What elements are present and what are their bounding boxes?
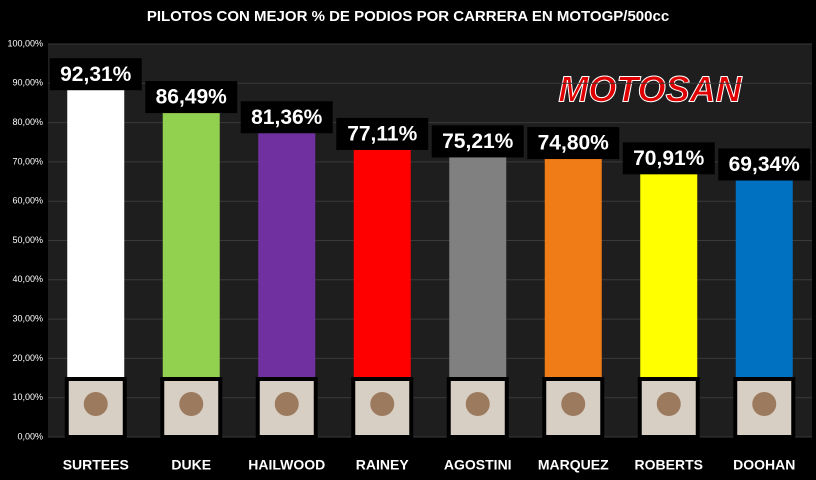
portrait-face: [561, 392, 586, 416]
y-tick-label: 50,00%: [12, 235, 43, 245]
x-tick-label: DOOHAN: [733, 457, 795, 473]
value-label-box: [431, 125, 524, 158]
y-tick-label: 100,00%: [7, 38, 43, 48]
value-label-box: [49, 58, 142, 91]
value-label-box: [718, 148, 811, 181]
y-tick-label: 30,00%: [12, 313, 43, 323]
value-label: 81,36%: [251, 106, 323, 129]
value-label-box: [240, 101, 333, 134]
y-tick-label: 70,00%: [12, 156, 43, 166]
portrait-face: [465, 392, 490, 416]
value-label: 92,31%: [60, 63, 132, 86]
chart-title: PILOTOS CON MEJOR % DE PODIOS POR CARRER…: [147, 8, 669, 25]
value-label: 69,34%: [729, 153, 801, 176]
y-tick-label: 90,00%: [12, 78, 43, 88]
portrait: [160, 377, 223, 439]
value-label-box: [336, 117, 429, 150]
bar: [67, 74, 125, 437]
portrait-face: [179, 392, 204, 416]
y-tick-label: 10,00%: [12, 392, 43, 402]
y-tick-label: 40,00%: [12, 274, 43, 284]
value-label-box: [622, 142, 715, 175]
portrait-face: [656, 392, 681, 416]
value-label: 77,11%: [347, 123, 417, 146]
x-tick-label: MARQUEZ: [538, 457, 609, 473]
x-tick-label: HAILWOOD: [248, 457, 325, 473]
y-tick-label: 0,00%: [17, 431, 43, 441]
y-tick-label: 20,00%: [12, 353, 43, 363]
value-label-box: [527, 127, 620, 160]
x-tick-label: SURTEES: [63, 457, 129, 473]
x-tick-label: DUKE: [171, 457, 211, 473]
x-tick-label: AGOSTINI: [444, 457, 512, 473]
portrait-face: [370, 392, 395, 416]
x-tick-label: RAINEY: [356, 457, 410, 473]
portrait-face: [274, 392, 299, 416]
value-label-box: [145, 81, 238, 114]
value-label: 74,80%: [538, 132, 610, 155]
value-label: 86,49%: [156, 86, 228, 109]
x-tick-label: ROBERTS: [635, 457, 703, 473]
y-tick-label: 60,00%: [12, 196, 43, 206]
portrait: [733, 377, 796, 439]
value-label: 75,21%: [442, 130, 514, 153]
y-tick-label: 80,00%: [12, 117, 43, 127]
portrait-face: [83, 392, 108, 416]
value-label: 70,91%: [633, 147, 705, 170]
logo: MOTOSAN: [558, 69, 742, 110]
portrait-face: [752, 392, 777, 416]
